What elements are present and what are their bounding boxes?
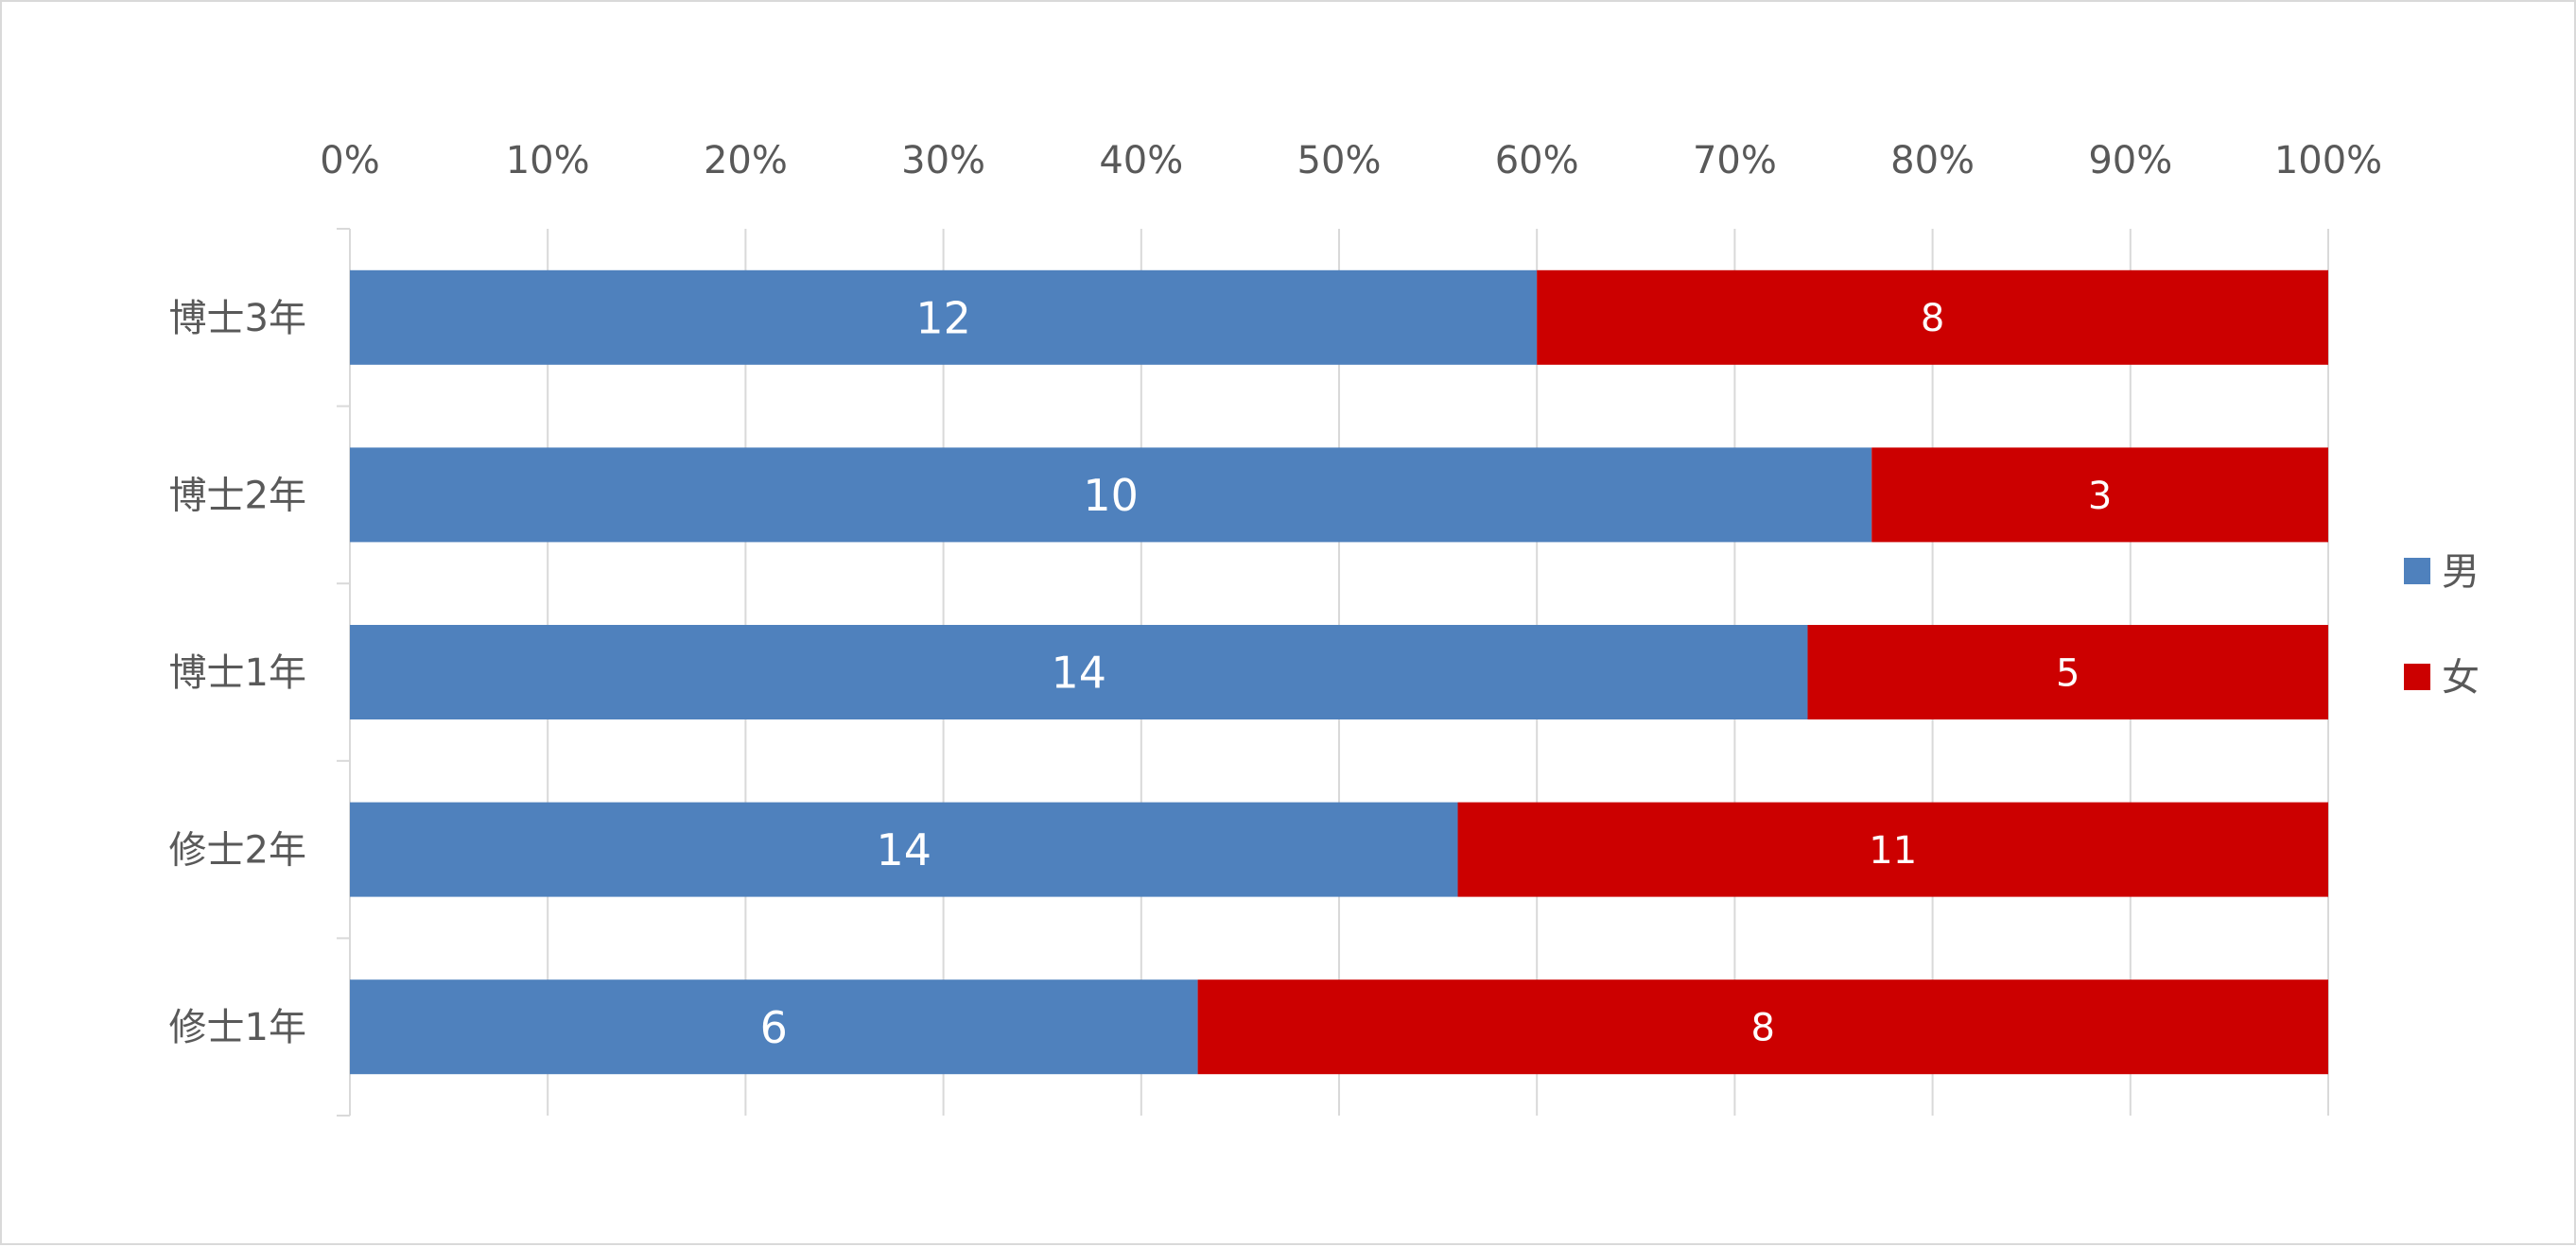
x-tick-label: 60% bbox=[1495, 139, 1579, 182]
bar-segment bbox=[350, 802, 1458, 897]
x-tick-label: 20% bbox=[704, 139, 788, 182]
x-tick-label: 50% bbox=[1297, 139, 1382, 182]
bar-segment bbox=[350, 269, 1538, 365]
x-tick-label: 100% bbox=[2274, 139, 2382, 182]
category-label: 博士3年 bbox=[169, 297, 306, 340]
legend-label: 男 bbox=[2442, 550, 2480, 594]
x-tick-label: 90% bbox=[2088, 139, 2172, 182]
x-tick-label: 40% bbox=[1099, 139, 1183, 182]
data-label: 3 bbox=[2088, 475, 2112, 518]
category-label: 修士1年 bbox=[169, 1006, 306, 1049]
category-label: 修士2年 bbox=[169, 829, 306, 873]
legend-swatch bbox=[2404, 664, 2430, 690]
legend-label: 女 bbox=[2442, 656, 2480, 700]
category-label: 博士1年 bbox=[169, 651, 306, 695]
axis-layer: 0% 10% 20% 30% 40% 50% 60% 70% 80% 90% 100% bbox=[320, 139, 2382, 1117]
data-label: 14 bbox=[1051, 648, 1106, 699]
x-tick-label: 70% bbox=[1693, 139, 1777, 182]
data-label: 6 bbox=[760, 1002, 788, 1053]
data-label: 8 bbox=[1751, 1007, 1775, 1050]
x-tick-label: 0% bbox=[320, 139, 379, 182]
bar-segment bbox=[350, 447, 1872, 543]
bar-segment bbox=[350, 625, 1808, 719]
bar-segment bbox=[350, 979, 1198, 1075]
bar-segment bbox=[1457, 802, 2328, 897]
data-label: 10 bbox=[1083, 470, 1139, 521]
bar-segment bbox=[1807, 625, 2328, 719]
data-label: 8 bbox=[1921, 297, 1944, 340]
data-label: 12 bbox=[915, 292, 971, 343]
category-label: 博士2年 bbox=[169, 474, 306, 517]
x-tick-label: 80% bbox=[1890, 139, 1975, 182]
x-tick-label: 10% bbox=[506, 139, 590, 182]
label-layer: 博士3年 12 8 博士2年 10 3 博士1年 14 5 修士2年 14 11 修士1年 6 8 bbox=[169, 292, 2113, 1052]
x-tick-label: 30% bbox=[901, 139, 985, 182]
data-label: 11 bbox=[1869, 829, 1917, 873]
bar-segment bbox=[1537, 269, 2328, 365]
bar-segment bbox=[1197, 979, 2328, 1075]
bar-layer bbox=[350, 269, 2328, 1075]
legend-swatch bbox=[2404, 558, 2430, 584]
bar-segment bbox=[1871, 447, 2328, 543]
data-label: 14 bbox=[876, 824, 931, 875]
legend-layer: 男女 bbox=[2404, 550, 2480, 700]
data-label: 5 bbox=[2056, 651, 2080, 695]
